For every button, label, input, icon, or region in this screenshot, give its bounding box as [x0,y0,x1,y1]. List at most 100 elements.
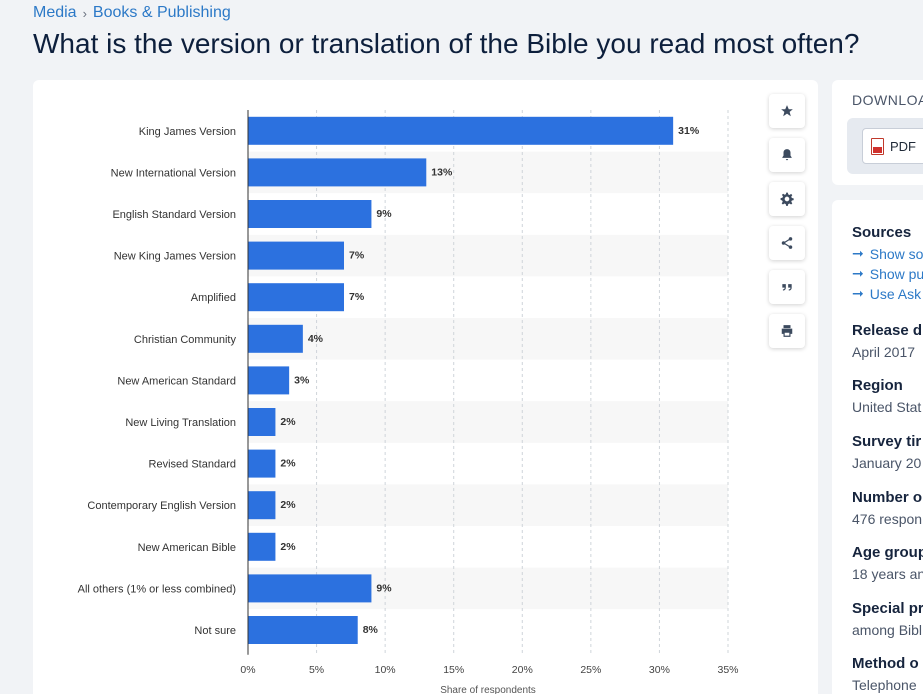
category-label: All others (1% or less combined) [78,583,236,595]
quote-icon [782,284,792,291]
breadcrumb-link-media[interactable]: Media [33,4,77,21]
data-label: 4% [308,333,324,345]
category-label: English Standard Version [112,209,236,221]
category-label: Contemporary English Version [87,500,236,512]
pdf-label: PDF [890,138,916,154]
category-label: New King James Version [114,251,236,263]
bar [248,200,372,228]
x-tick-label: 25% [580,664,601,676]
category-label: New Living Translation [125,417,236,429]
breadcrumb-link-books-publishing[interactable]: Books & Publishing [92,4,231,21]
chart-action-toolbar [769,94,805,348]
breadcrumb: Media › Books & Publishing [33,4,231,22]
category-label: New International Version [111,167,236,179]
region-title: Region [852,377,903,394]
print-button[interactable] [769,314,805,348]
x-tick-label: 20% [512,664,533,676]
bar [248,116,674,145]
bar-chart: 0% 5% 10% 15% 20% 25% 30% 35% King James Version… [78,110,739,694]
download-title: DOWNLOAD [852,92,923,108]
age-group-section: Age group 18 years an [852,544,923,582]
row-band [248,484,728,526]
show-publisher-link[interactable]: ➞ Show pu [852,265,923,282]
pdf-file-icon [871,137,884,155]
x-tick-label: 35% [717,664,738,676]
survey-time-value: January 20 [852,455,922,471]
release-date-value: April 2017 [852,344,916,360]
share-icon [781,237,793,249]
sources-title: Sources [852,224,912,241]
use-ask-label: Use Ask [869,285,922,302]
bar [248,449,276,478]
bell-icon [782,149,792,161]
share-button[interactable] [769,226,805,260]
x-tick-label: 15% [443,664,464,676]
data-label: 2% [280,458,296,470]
show-publisher-label: Show pu [869,265,923,282]
method-value: Telephone [852,677,917,693]
special-properties-title: Special pr [852,600,923,617]
data-label: 2% [280,499,296,511]
data-label: 7% [349,250,365,262]
category-label: Christian Community [134,334,237,346]
data-label: 9% [376,582,392,594]
data-label: 3% [294,374,310,386]
respondents-value: 476 respon [852,511,923,527]
show-source-label: Show so [869,245,923,262]
bar [248,283,344,312]
chart-card: 0% 5% 10% 15% 20% 25% 30% 35% King James Version… [33,80,818,694]
sources-section: Sources ➞ Show so ➞ Show pu ➞ Use Ask [852,224,923,302]
bar [248,324,303,353]
data-label: 7% [349,291,365,303]
use-ask-link[interactable]: ➞ Use Ask [852,285,923,302]
age-group-value: 18 years an [852,566,923,582]
data-label: 13% [431,166,453,178]
favorite-button[interactable] [769,94,805,128]
category-label: Amplified [191,292,236,304]
data-label: 9% [376,208,392,220]
bar [248,532,276,561]
arrow-right-icon: ➞ [852,265,864,281]
special-properties-value: among Bibl [852,622,923,638]
region-section: Region United Stat [852,377,921,415]
data-label: 2% [280,416,296,428]
x-axis-title: Share of respondents [440,685,536,694]
category-label: Not sure [194,625,236,637]
cite-button[interactable] [769,270,805,304]
data-label: 2% [280,541,296,553]
method-title: Method o [852,655,919,672]
bar [248,408,276,436]
bar [248,616,358,644]
download-options: PDF [847,118,923,174]
gear-icon [780,192,794,206]
method-section: Method o Telephone [852,655,919,693]
category-label: King James Version [139,126,236,138]
survey-time-section: Survey tir January 20 [852,433,921,471]
x-tick-label: 0% [240,664,255,676]
x-tick-label: 5% [309,664,324,676]
age-group-title: Age group [852,544,923,561]
data-label: 31% [678,125,700,137]
release-date-section: Release d April 2017 [852,322,922,360]
arrow-right-icon: ➞ [852,285,864,301]
show-source-link[interactable]: ➞ Show so [852,245,923,262]
category-label: Revised Standard [149,459,236,471]
category-label: New American Bible [138,542,236,554]
release-date-title: Release d [852,322,923,339]
row-band [248,318,728,360]
statistic-info-panel: Sources ➞ Show so ➞ Show pu ➞ Use Ask Re… [832,200,923,694]
notification-button[interactable] [769,138,805,172]
respondents-title: Number o [852,489,923,506]
row-band [248,401,728,443]
special-properties-section: Special pr among Bibl [852,600,923,638]
star-icon [781,105,793,117]
page-title: What is the version or translation of th… [33,28,860,59]
bar [248,241,344,270]
settings-button[interactable] [769,182,805,216]
bar [248,491,276,520]
download-pdf-button[interactable]: PDF [862,128,923,164]
bar [248,366,290,395]
download-panel: DOWNLOAD PDF [832,80,923,185]
respondents-section: Number o 476 respon [852,489,922,527]
category-label: New American Standard [117,375,236,387]
